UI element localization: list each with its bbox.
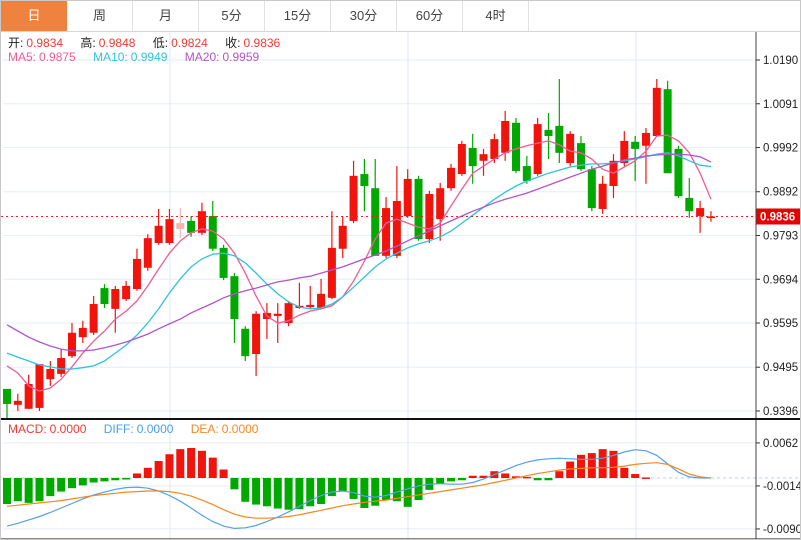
tab-timeframe-0[interactable]: 日 (1, 1, 67, 31)
svg-text:1.0091: 1.0091 (763, 99, 798, 111)
tab-timeframe-6[interactable]: 60分 (397, 1, 463, 31)
ma-legend: MA5: 0.9875 MA10: 0.9949 MA20: 0.9959 (8, 50, 262, 64)
tab-timeframe-4[interactable]: 15分 (265, 1, 331, 31)
diff-label: DIFF: (103, 422, 134, 436)
gridlines (3, 31, 756, 539)
svg-text:0.9992: 0.9992 (763, 143, 798, 155)
tab-timeframe-5[interactable]: 30分 (331, 1, 397, 31)
dea-line (6, 462, 712, 519)
ma5-line (6, 134, 712, 392)
ma10-line (6, 152, 712, 370)
candlestick-series (3, 79, 715, 419)
low-label: 低: (152, 36, 169, 50)
low-value: 0.9824 (171, 36, 208, 50)
ma5-value: 0.9875 (39, 50, 76, 64)
ma20-line (6, 153, 712, 352)
svg-text:0.0062: 0.0062 (763, 438, 798, 450)
svg-text:0.9836: 0.9836 (760, 211, 795, 223)
macd-label: MACD: (8, 422, 47, 436)
macd-histogram (3, 448, 650, 510)
svg-text:0.9694: 0.9694 (763, 274, 799, 286)
high-label: 高: (80, 36, 96, 50)
svg-text:1.0190: 1.0190 (763, 55, 798, 67)
svg-text:0.9892: 0.9892 (763, 187, 798, 199)
dea-label: DEA: (190, 422, 219, 436)
diff-line (6, 449, 711, 530)
tab-timeframe-3[interactable]: 5分 (199, 1, 265, 31)
dea-value: 0.0000 (221, 422, 259, 436)
ma10-value: 0.9949 (130, 50, 168, 64)
close-label: 收: (225, 36, 241, 50)
ma5-label: MA5: (8, 50, 37, 64)
current-price-tag: 0.9836 (756, 208, 800, 225)
svg-text:0.9495: 0.9495 (763, 362, 798, 374)
ohlc-legend: 开: 0.9834 高: 0.9848 低: 0.9824 收: 0.9836 (8, 34, 283, 51)
open-value: 0.9834 (26, 36, 64, 50)
open-label: 开: (8, 36, 24, 50)
svg-text:-0.0090: -0.0090 (763, 524, 801, 536)
ma20-label: MA20: (184, 50, 220, 64)
tab-timeframe-1[interactable]: 周 (67, 1, 133, 31)
svg-text:0.9396: 0.9396 (763, 406, 798, 418)
macd-legend: MACD: 0.0000 DIFF: 0.0000 DEA: 0.0000 (8, 422, 261, 436)
price-axis-labels: 1.0190 1.0091 0.9992 0.9892 0.9793 0.9694 0.95… (756, 55, 801, 536)
svg-text:0.9595: 0.9595 (763, 318, 798, 330)
ma20-value: 0.9959 (222, 50, 260, 64)
timeframe-tab-bar: 日周月 5分 15分 30分 60分 4时 (1, 1, 800, 32)
close-value: 0.9836 (243, 36, 281, 50)
svg-text:-0.0014: -0.0014 (763, 481, 801, 493)
ma10-label: MA10: (93, 50, 128, 64)
svg-text:0.9793: 0.9793 (763, 231, 798, 243)
diff-value: 0.0000 (136, 422, 174, 436)
macd-value: 0.0000 (49, 422, 87, 436)
tab-timeframe-2[interactable]: 月 (133, 1, 199, 31)
tab-timeframe-7[interactable]: 4时 (463, 1, 529, 31)
high-value: 0.9848 (98, 36, 136, 50)
